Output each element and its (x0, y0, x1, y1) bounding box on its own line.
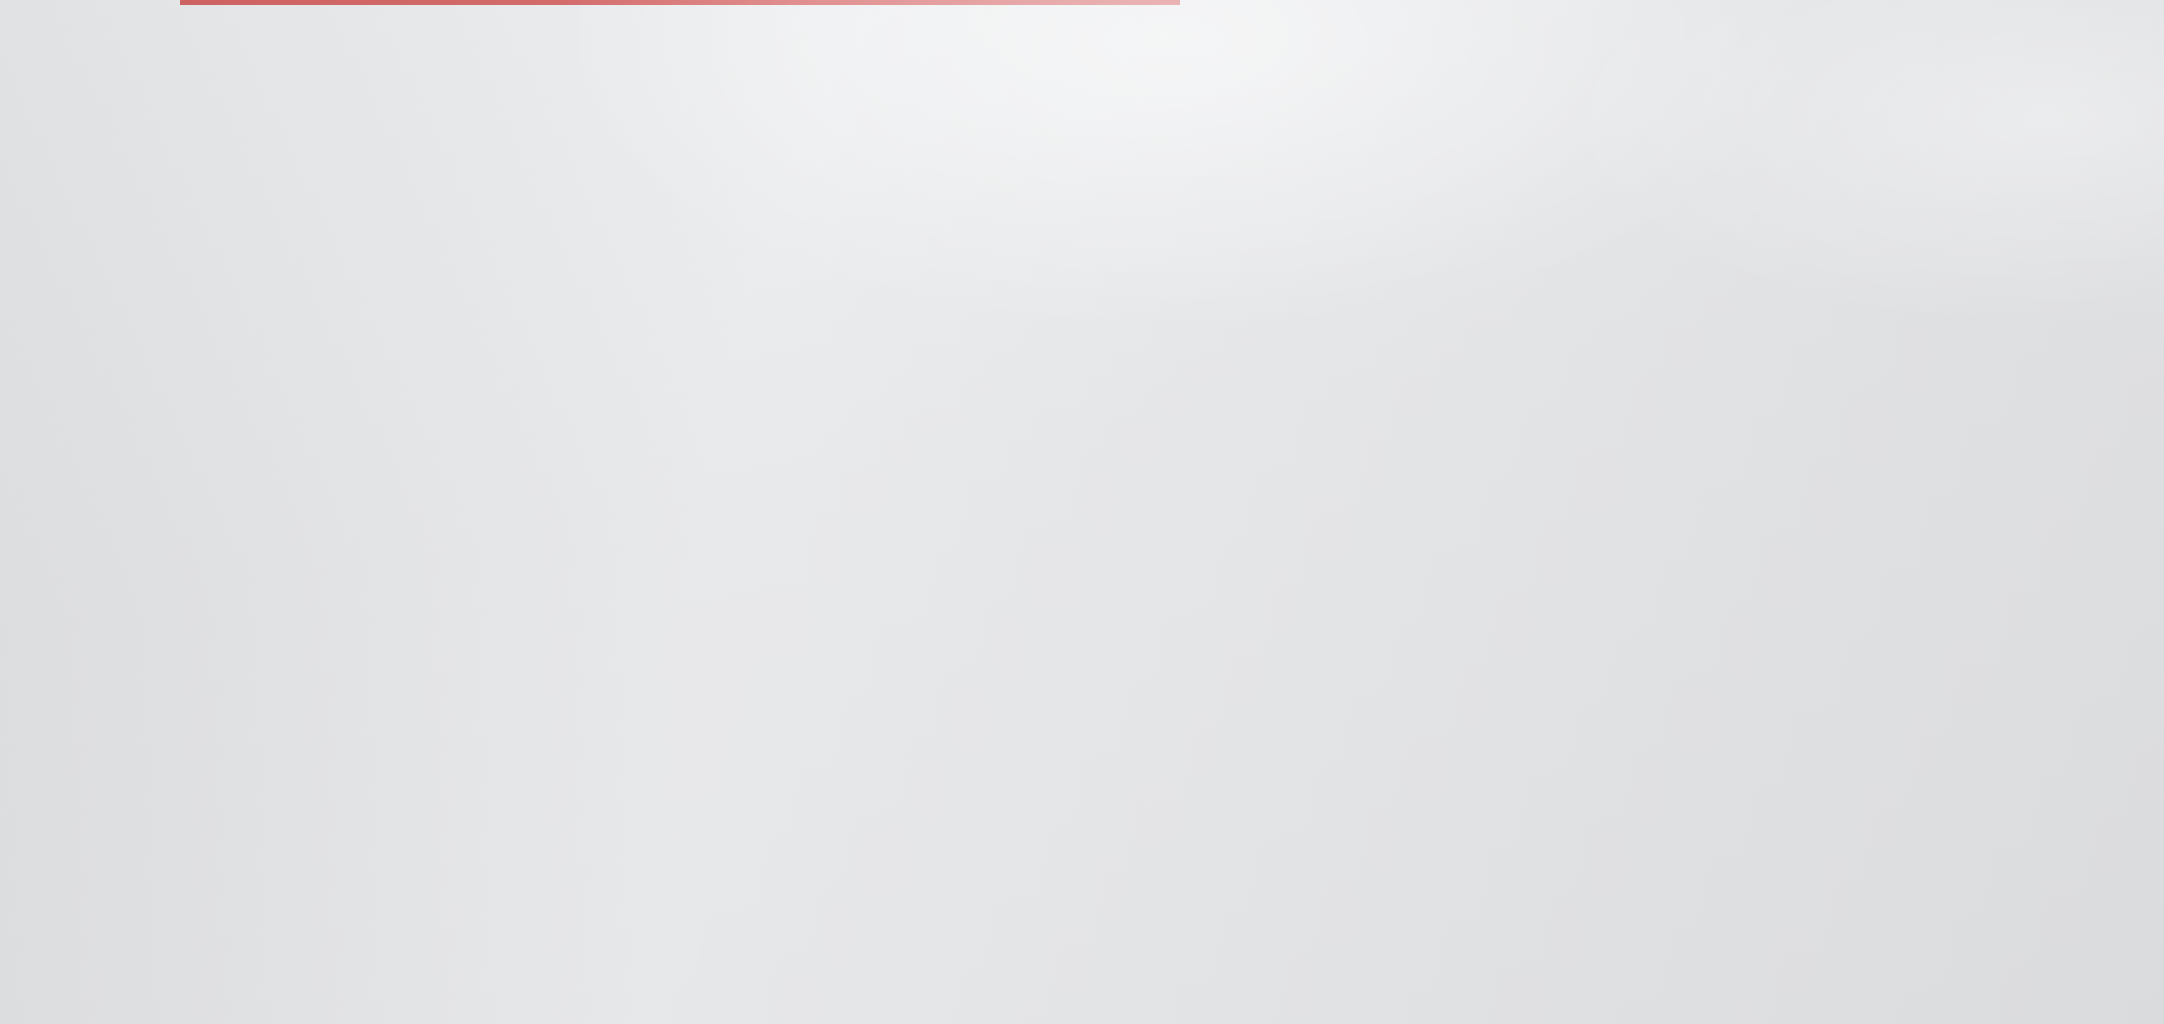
top-red-rule (180, 0, 1180, 5)
